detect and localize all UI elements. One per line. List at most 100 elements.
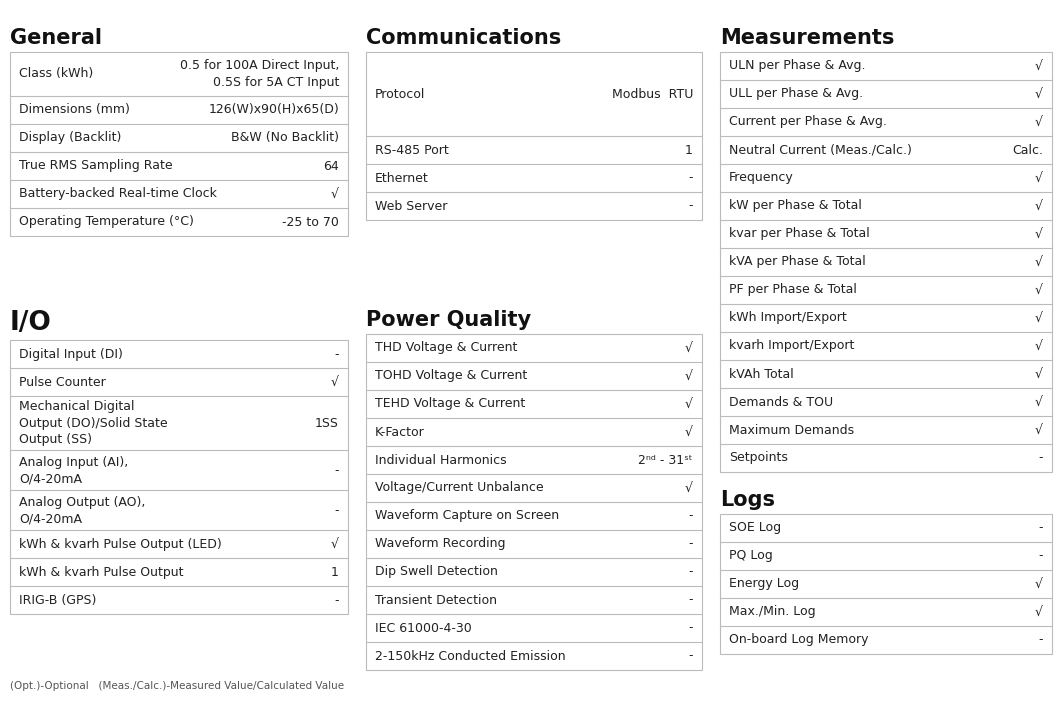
Text: 1: 1 xyxy=(685,144,693,157)
Text: Ethernet: Ethernet xyxy=(375,171,428,185)
Text: (Opt.)-Optional   (Meas./Calc.)-Measured Value/Calculated Value: (Opt.)-Optional (Meas./Calc.)-Measured V… xyxy=(10,681,344,691)
Text: √: √ xyxy=(1035,396,1043,408)
Text: -: - xyxy=(1039,549,1043,563)
Text: Dimensions (mm): Dimensions (mm) xyxy=(19,104,130,116)
Text: ULN per Phase & Avg.: ULN per Phase & Avg. xyxy=(729,59,866,73)
Bar xyxy=(10,341,348,614)
Text: kVAh Total: kVAh Total xyxy=(729,367,794,381)
Text: Analog Output (AO),
O/4-20mA: Analog Output (AO), O/4-20mA xyxy=(19,496,145,525)
Text: General: General xyxy=(10,28,102,48)
Text: PQ Log: PQ Log xyxy=(729,549,773,563)
Text: -: - xyxy=(689,565,693,579)
Text: Setpoints: Setpoints xyxy=(729,451,788,465)
Text: Battery-backed Real-time Clock: Battery-backed Real-time Clock xyxy=(19,188,217,200)
Text: SOE Log: SOE Log xyxy=(729,522,781,534)
Text: Pulse Counter: Pulse Counter xyxy=(19,376,106,389)
Text: -: - xyxy=(1039,634,1043,646)
Text: I/O: I/O xyxy=(10,310,52,336)
Text: -: - xyxy=(689,622,693,635)
Text: √: √ xyxy=(1035,228,1043,240)
Text: Maximum Demands: Maximum Demands xyxy=(729,424,854,436)
Bar xyxy=(720,514,1052,654)
Text: TOHD Voltage & Current: TOHD Voltage & Current xyxy=(375,369,527,383)
Text: Neutral Current (Meas./Calc.): Neutral Current (Meas./Calc.) xyxy=(729,144,912,157)
Text: Waveform Recording: Waveform Recording xyxy=(375,537,506,551)
Text: Transient Detection: Transient Detection xyxy=(375,594,497,606)
Text: True RMS Sampling Rate: True RMS Sampling Rate xyxy=(19,159,173,173)
Text: kvar per Phase & Total: kvar per Phase & Total xyxy=(729,228,870,240)
Text: √: √ xyxy=(1035,312,1043,324)
Text: √: √ xyxy=(1035,577,1043,591)
Text: Digital Input (DI): Digital Input (DI) xyxy=(19,348,123,361)
Text: ULL per Phase & Avg.: ULL per Phase & Avg. xyxy=(729,87,863,101)
Text: √: √ xyxy=(685,341,693,355)
Text: -: - xyxy=(335,464,339,477)
Text: √: √ xyxy=(685,369,693,383)
Text: Measurements: Measurements xyxy=(720,28,895,48)
Text: IEC 61000-4-30: IEC 61000-4-30 xyxy=(375,622,472,635)
Text: TEHD Voltage & Current: TEHD Voltage & Current xyxy=(375,398,526,410)
Text: √: √ xyxy=(331,376,339,389)
Bar xyxy=(720,52,1052,472)
Text: PF per Phase & Total: PF per Phase & Total xyxy=(729,283,856,297)
Text: √: √ xyxy=(1035,171,1043,185)
Text: IRIG-B (GPS): IRIG-B (GPS) xyxy=(19,594,96,607)
Text: B&W (No Backlit): B&W (No Backlit) xyxy=(231,132,339,145)
Text: Power Quality: Power Quality xyxy=(366,310,531,330)
Text: Operating Temperature (°C): Operating Temperature (°C) xyxy=(19,216,194,228)
Text: 2-150kHz Conducted Emission: 2-150kHz Conducted Emission xyxy=(375,649,566,663)
Text: √: √ xyxy=(1035,367,1043,381)
Text: RS-485 Port: RS-485 Port xyxy=(375,144,448,157)
Text: √: √ xyxy=(1035,200,1043,212)
Text: On-board Log Memory: On-board Log Memory xyxy=(729,634,868,646)
Text: 1: 1 xyxy=(331,566,339,579)
Text: -: - xyxy=(689,171,693,185)
Text: kWh & kvarh Pulse Output: kWh & kvarh Pulse Output xyxy=(19,566,183,579)
Text: kW per Phase & Total: kW per Phase & Total xyxy=(729,200,862,212)
Text: -: - xyxy=(689,510,693,522)
Text: Dip Swell Detection: Dip Swell Detection xyxy=(375,565,498,579)
Text: Web Server: Web Server xyxy=(375,200,447,212)
Bar xyxy=(10,52,348,236)
Text: -: - xyxy=(1039,451,1043,465)
Text: -: - xyxy=(1039,522,1043,534)
Text: 2ⁿᵈ - 31ˢᵗ: 2ⁿᵈ - 31ˢᵗ xyxy=(638,453,693,467)
Text: -: - xyxy=(689,649,693,663)
Text: Modbus  RTU: Modbus RTU xyxy=(612,87,693,101)
Text: √: √ xyxy=(1035,283,1043,297)
Text: Display (Backlit): Display (Backlit) xyxy=(19,132,122,145)
Text: -: - xyxy=(335,594,339,607)
Text: Waveform Capture on Screen: Waveform Capture on Screen xyxy=(375,510,559,522)
Text: -25 to 70: -25 to 70 xyxy=(282,216,339,228)
Text: -: - xyxy=(689,200,693,212)
Text: √: √ xyxy=(331,188,339,200)
Text: Logs: Logs xyxy=(720,490,775,510)
Text: Max./Min. Log: Max./Min. Log xyxy=(729,606,815,618)
Text: √: √ xyxy=(1035,116,1043,128)
Text: Voltage/Current Unbalance: Voltage/Current Unbalance xyxy=(375,482,544,494)
Text: √: √ xyxy=(1035,424,1043,436)
Text: kVA per Phase & Total: kVA per Phase & Total xyxy=(729,255,866,269)
Text: kvarh Import/Export: kvarh Import/Export xyxy=(729,340,854,352)
Text: Mechanical Digital
Output (DO)/Solid State
Output (SS): Mechanical Digital Output (DO)/Solid Sta… xyxy=(19,400,167,446)
Text: 126(W)x90(H)x65(D): 126(W)x90(H)x65(D) xyxy=(208,104,339,116)
Text: √: √ xyxy=(1035,87,1043,101)
Bar xyxy=(366,52,702,220)
Text: √: √ xyxy=(1035,59,1043,73)
Text: -: - xyxy=(335,348,339,361)
Text: Calc.: Calc. xyxy=(1012,144,1043,157)
Bar xyxy=(366,334,702,670)
Text: -: - xyxy=(689,594,693,606)
Text: Analog Input (AI),
O/4-20mA: Analog Input (AI), O/4-20mA xyxy=(19,455,128,485)
Text: Current per Phase & Avg.: Current per Phase & Avg. xyxy=(729,116,887,128)
Text: √: √ xyxy=(1035,340,1043,352)
Text: Frequency: Frequency xyxy=(729,171,794,185)
Text: Class (kWh): Class (kWh) xyxy=(19,68,93,80)
Text: -: - xyxy=(689,537,693,551)
Text: kWh Import/Export: kWh Import/Export xyxy=(729,312,847,324)
Text: √: √ xyxy=(1035,255,1043,269)
Text: 1SS: 1SS xyxy=(315,417,339,430)
Text: Individual Harmonics: Individual Harmonics xyxy=(375,453,507,467)
Text: 64: 64 xyxy=(323,159,339,173)
Text: √: √ xyxy=(1035,606,1043,618)
